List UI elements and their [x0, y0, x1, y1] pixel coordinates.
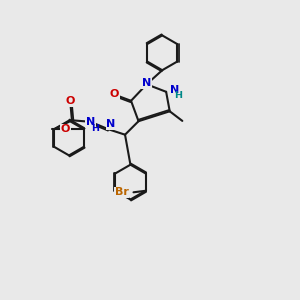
- Text: N: N: [170, 85, 180, 95]
- Text: H: H: [174, 91, 182, 100]
- Text: N: N: [106, 119, 116, 129]
- Text: O: O: [61, 124, 70, 134]
- Text: N: N: [142, 78, 151, 88]
- Text: Br: Br: [115, 187, 128, 197]
- Text: O: O: [110, 89, 119, 99]
- Text: O: O: [66, 96, 75, 106]
- Text: H: H: [91, 124, 99, 133]
- Text: N: N: [86, 117, 95, 127]
